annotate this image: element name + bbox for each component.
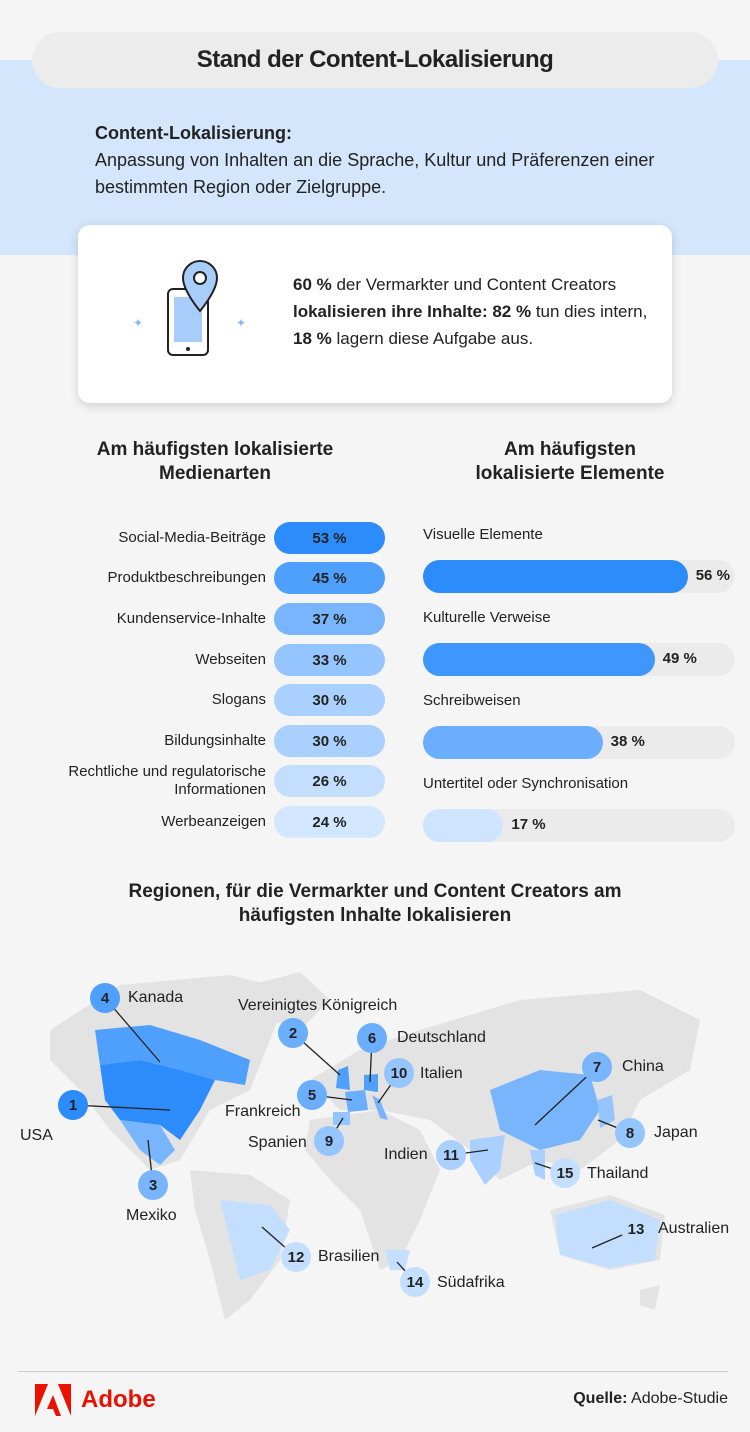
media-label: Werbeanzeigen: [161, 813, 266, 830]
element-bar: [423, 809, 504, 842]
media-value-pill: 53 %: [274, 522, 385, 554]
element-bar-track: 56 %: [423, 560, 735, 593]
region-marker: 13: [621, 1214, 651, 1244]
element-bar-track: 38 %: [423, 726, 735, 759]
element-value: 56 %: [695, 567, 730, 584]
element-row: Untertitel oder Synchronisation 17 %: [423, 775, 735, 842]
media-label: Webseiten: [195, 651, 266, 668]
media-row: Social-Media-Beiträge 53 %: [0, 522, 390, 554]
region-marker: 9: [314, 1126, 344, 1156]
region-marker: 14: [400, 1267, 430, 1297]
media-row: Webseiten 33 %: [0, 644, 390, 676]
region-label: Kanada: [128, 989, 184, 1006]
phone-location-icon: ✦ ✦: [133, 259, 246, 356]
region-label: USA: [20, 1127, 53, 1144]
media-row: Rechtliche und regulatorische Informatio…: [0, 763, 390, 798]
element-label: Untertitel oder Synchronisation: [423, 775, 629, 792]
element-bar: [423, 643, 655, 676]
media-value-pill: 45 %: [274, 562, 385, 594]
media-row: Werbeanzeigen 24 %: [0, 806, 390, 838]
media-row: Kundenservice-Inhalte 37 %: [0, 603, 390, 635]
element-label: Visuelle Elemente: [423, 526, 543, 543]
region-marker: 1: [58, 1090, 88, 1120]
region-marker: 5: [297, 1080, 327, 1110]
region-marker: 10: [384, 1058, 414, 1088]
media-label: Bildungsinhalte: [164, 732, 266, 749]
element-bar-track: 17 %: [423, 809, 735, 842]
region-label: Japan: [654, 1124, 698, 1141]
region-label: Thailand: [587, 1165, 649, 1182]
media-row: Bildungsinhalte 30 %: [0, 725, 390, 757]
element-row: Schreibweisen 38 %: [423, 692, 735, 759]
media-value-pill: 37 %: [274, 603, 385, 635]
definition: Content-Lokalisierung: Anpassung von Inha…: [95, 120, 695, 201]
region-label: Deutschland: [397, 1029, 486, 1046]
media-label: Kundenservice-Inhalte: [116, 610, 266, 627]
region-marker: 12: [281, 1242, 311, 1272]
region-label: Australien: [658, 1220, 730, 1237]
media-value-pill: 30 %: [274, 725, 385, 757]
element-value: 38 %: [610, 733, 645, 750]
media-value-pill: 30 %: [274, 684, 385, 716]
element-label: Kulturelle Verweise: [423, 609, 551, 626]
definition-text: Anpassung von Inhalten an die Sprache, K…: [95, 150, 655, 197]
element-row: Kulturelle Verweise 49 %: [423, 609, 735, 676]
region-label: Brasilien: [318, 1248, 380, 1265]
element-value: 17 %: [511, 816, 546, 833]
element-bar-track: 49 %: [423, 643, 735, 676]
page-title: Stand der Content-Lokalisierung: [32, 32, 718, 88]
media-chart-title: Am häufigsten lokalisierte Medienarten: [96, 439, 334, 484]
media-label: Produktbeschreibungen: [107, 569, 266, 586]
region-label: Vereinigtes Königreich: [238, 997, 398, 1014]
region-marker: 11: [436, 1140, 466, 1170]
divider: [18, 1371, 728, 1372]
regions-title: Regionen, für die Vermarkter und Content…: [128, 881, 622, 926]
media-value-pill: 24 %: [274, 806, 385, 838]
region-label: China: [622, 1058, 664, 1075]
region-marker: 4: [90, 983, 120, 1013]
media-row: Produktbeschreibungen 45 %: [0, 562, 390, 594]
header-band: [0, 60, 750, 255]
element-label: Schreibweisen: [423, 692, 521, 709]
element-row: Visuelle Elemente 56 %: [423, 526, 735, 593]
region-label: Indien: [384, 1146, 428, 1163]
media-value-pill: 26 %: [274, 765, 385, 797]
region-label: Frankreich: [225, 1103, 301, 1120]
region-label: Mexiko: [126, 1207, 177, 1224]
region-marker: 15: [550, 1158, 580, 1188]
region-label: Spanien: [248, 1134, 307, 1151]
region-marker: 6: [357, 1023, 387, 1053]
elements-chart-title: Am häufigsten lokalisierte Elemente: [475, 439, 665, 484]
element-value: 49 %: [662, 650, 697, 667]
source: Quelle: Adobe-Studie: [573, 1390, 728, 1407]
region-marker: 7: [582, 1052, 612, 1082]
definition-term: Content-Lokalisierung:: [95, 123, 292, 143]
region-marker: 3: [138, 1170, 168, 1200]
element-bar: [423, 560, 688, 593]
region-label: Italien: [420, 1065, 463, 1082]
adobe-logo-icon: [35, 1384, 71, 1416]
region-label: Südafrika: [437, 1274, 505, 1291]
stat-card: ✦ ✦ 60 % der Vermarkter und Content Creat…: [78, 225, 672, 403]
element-bar: [423, 726, 603, 759]
media-label: Social-Media-Beiträge: [118, 529, 266, 546]
adobe-logo: Adobe: [35, 1384, 156, 1416]
media-value-pill: 33 %: [274, 644, 385, 676]
region-marker: 8: [615, 1118, 645, 1148]
svg-text:✦: ✦: [133, 316, 143, 330]
media-label: Slogans: [211, 691, 266, 708]
svg-text:✦: ✦: [236, 316, 246, 330]
region-marker: 2: [278, 1018, 308, 1048]
media-label: Rechtliche und regulatorische Informatio…: [68, 763, 266, 798]
media-row: Slogans 30 %: [0, 684, 390, 716]
stat-text: 60 % der Vermarkter und Content Creators…: [293, 275, 648, 348]
